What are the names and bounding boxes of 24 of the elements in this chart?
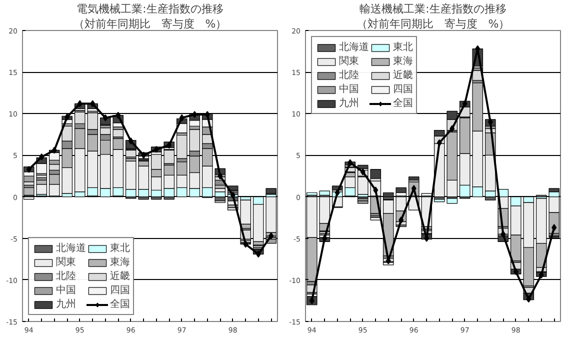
- legend-label: 四国: [393, 83, 413, 96]
- legend-label: 九州: [339, 96, 359, 110]
- legend-label: 北海道: [339, 40, 369, 54]
- legend-label: 東海: [393, 54, 413, 68]
- legend-label: 中国: [339, 82, 359, 96]
- legend-label: 九州: [56, 298, 76, 311]
- legend-label: 北陸: [56, 270, 76, 283]
- legend-label: 中国: [56, 284, 76, 297]
- chart-subtitle: （対前年同期比 寄与度 %）: [356, 18, 510, 30]
- legend-label: 関東: [56, 256, 76, 269]
- legend-label: 四国: [110, 284, 130, 297]
- legend-label: 近畿: [110, 270, 130, 283]
- chart-title: 輸送機械工業:生産指数の推移: [360, 2, 506, 16]
- legend-label: 全国: [110, 298, 130, 311]
- legend-label: 東海: [110, 256, 130, 269]
- legend-label: 全国: [393, 97, 413, 110]
- legend-label: 東北: [393, 40, 413, 54]
- legend-label: 関東: [339, 54, 359, 68]
- chart-subtitle: （対前年同期比 寄与度 %）: [73, 18, 227, 30]
- legend-label: 東北: [110, 242, 130, 255]
- legend-label: 北海道: [56, 242, 86, 255]
- chart-title: 電気機械工業:生産指数の推移: [76, 2, 224, 16]
- legend-label: 北陸: [339, 68, 359, 82]
- legend-label: 近畿: [393, 68, 413, 82]
